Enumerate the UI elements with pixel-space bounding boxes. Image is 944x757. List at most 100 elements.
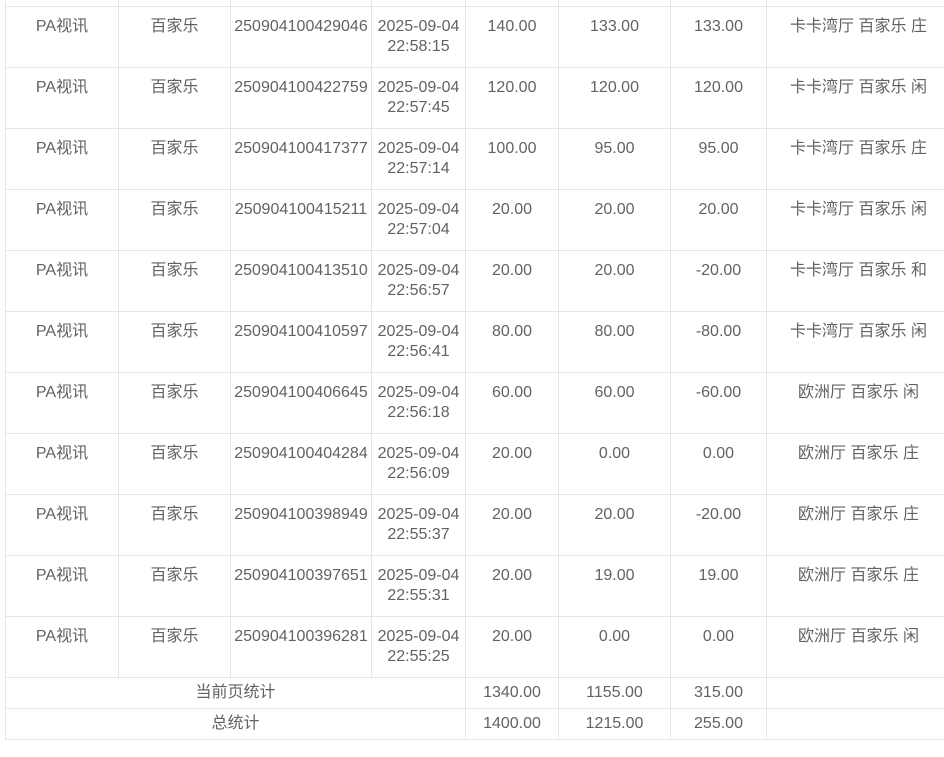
cell-platform: PA视讯 [5, 311, 119, 373]
cell-time: 2025-09-04 22:55:31 [371, 555, 466, 617]
total-summary-valid: 1215.00 [558, 708, 671, 740]
total-summary-empty [766, 708, 944, 740]
cell-time: 2025-09-04 22:57:14 [371, 128, 466, 190]
bet-records-table-container: PA视讯 百家乐 250904100429046 2025-09-04 22:58:1… [5, 0, 944, 740]
table-row: PA视讯 百家乐 250904100417377 2025-09-04 22:57:1… [5, 128, 944, 190]
cell-valid: 20.00 [558, 250, 671, 312]
bet-records-table: PA视讯 百家乐 250904100429046 2025-09-04 22:58:1… [5, 0, 944, 740]
cell-game: 百家乐 [118, 311, 231, 373]
table-row: PA视讯 百家乐 250904100397651 2025-09-04 22:55:3… [5, 555, 944, 617]
cell-bet: 20.00 [465, 189, 559, 251]
cell-valid: 20.00 [558, 494, 671, 556]
cell-platform: PA视讯 [5, 67, 119, 129]
cell-order: 250904100404284 [230, 433, 372, 495]
cell-win: 20.00 [670, 189, 767, 251]
cell-detail: 欧洲厅 百家乐 庄 [766, 494, 944, 556]
cell-platform: PA视讯 [5, 6, 119, 68]
cell-win: 133.00 [670, 6, 767, 68]
cell-valid: 95.00 [558, 128, 671, 190]
cell-detail: 欧洲厅 百家乐 庄 [766, 433, 944, 495]
cell-bet: 60.00 [465, 372, 559, 434]
cell-order: 250904100398949 [230, 494, 372, 556]
cell-order: 250904100406645 [230, 372, 372, 434]
page-summary-valid: 1155.00 [558, 677, 671, 709]
page-summary-label: 当前页统计 [5, 677, 466, 709]
cell-win: 120.00 [670, 67, 767, 129]
table-row: PA视讯 百家乐 250904100406645 2025-09-04 22:56:1… [5, 372, 944, 434]
cell-order: 250904100397651 [230, 555, 372, 617]
table-row: PA视讯 百家乐 250904100415211 2025-09-04 22:57:0… [5, 189, 944, 251]
cell-detail: 卡卡湾厅 百家乐 闲 [766, 67, 944, 129]
cell-bet: 120.00 [465, 67, 559, 129]
cell-win: -20.00 [670, 250, 767, 312]
cell-order: 250904100410597 [230, 311, 372, 373]
cell-win: -80.00 [670, 311, 767, 373]
table-row: PA视讯 百家乐 250904100396281 2025-09-04 22:55:2… [5, 616, 944, 678]
cell-valid: 120.00 [558, 67, 671, 129]
cell-bet: 20.00 [465, 616, 559, 678]
cell-game: 百家乐 [118, 616, 231, 678]
cell-platform: PA视讯 [5, 433, 119, 495]
cell-platform: PA视讯 [5, 494, 119, 556]
table-row: PA视讯 百家乐 250904100410597 2025-09-04 22:56:4… [5, 311, 944, 373]
cell-bet: 140.00 [465, 6, 559, 68]
cell-win: -60.00 [670, 372, 767, 434]
cell-game: 百家乐 [118, 67, 231, 129]
cell-detail: 卡卡湾厅 百家乐 闲 [766, 189, 944, 251]
cell-bet: 20.00 [465, 250, 559, 312]
cell-time: 2025-09-04 22:56:09 [371, 433, 466, 495]
table-row: PA视讯 百家乐 250904100404284 2025-09-04 22:56:0… [5, 433, 944, 495]
cell-game: 百家乐 [118, 372, 231, 434]
cell-order: 250904100422759 [230, 67, 372, 129]
cell-game: 百家乐 [118, 494, 231, 556]
cell-platform: PA视讯 [5, 616, 119, 678]
cell-platform: PA视讯 [5, 189, 119, 251]
cell-detail: 欧洲厅 百家乐 闲 [766, 616, 944, 678]
cell-bet: 20.00 [465, 433, 559, 495]
cell-bet: 100.00 [465, 128, 559, 190]
cell-bet: 20.00 [465, 555, 559, 617]
page-summary-row: 当前页统计 1340.00 1155.00 315.00 [5, 677, 944, 709]
table-row: PA视讯 百家乐 250904100429046 2025-09-04 22:58:1… [5, 6, 944, 68]
cell-valid: 133.00 [558, 6, 671, 68]
cell-order: 250904100396281 [230, 616, 372, 678]
table-row: PA视讯 百家乐 250904100422759 2025-09-04 22:57:4… [5, 67, 944, 129]
cell-valid: 19.00 [558, 555, 671, 617]
cell-detail: 卡卡湾厅 百家乐 闲 [766, 311, 944, 373]
page-summary-bet: 1340.00 [465, 677, 559, 709]
cell-time: 2025-09-04 22:57:04 [371, 189, 466, 251]
cell-detail: 欧洲厅 百家乐 闲 [766, 372, 944, 434]
cell-game: 百家乐 [118, 555, 231, 617]
cell-valid: 60.00 [558, 372, 671, 434]
cell-order: 250904100417377 [230, 128, 372, 190]
cell-valid: 0.00 [558, 433, 671, 495]
cell-time: 2025-09-04 22:58:15 [371, 6, 466, 68]
cell-order: 250904100429046 [230, 6, 372, 68]
cell-time: 2025-09-04 22:56:41 [371, 311, 466, 373]
cell-detail: 卡卡湾厅 百家乐 庄 [766, 6, 944, 68]
cell-time: 2025-09-04 22:55:37 [371, 494, 466, 556]
page-summary-win: 315.00 [670, 677, 767, 709]
cell-win: -20.00 [670, 494, 767, 556]
cell-game: 百家乐 [118, 189, 231, 251]
cell-valid: 80.00 [558, 311, 671, 373]
cell-win: 0.00 [670, 616, 767, 678]
total-summary-row: 总统计 1400.00 1215.00 255.00 [5, 708, 944, 740]
cell-detail: 欧洲厅 百家乐 庄 [766, 555, 944, 617]
cell-detail: 卡卡湾厅 百家乐 和 [766, 250, 944, 312]
cell-time: 2025-09-04 22:56:57 [371, 250, 466, 312]
cell-win: 0.00 [670, 433, 767, 495]
cell-time: 2025-09-04 22:55:25 [371, 616, 466, 678]
cell-order: 250904100415211 [230, 189, 372, 251]
table-row: PA视讯 百家乐 250904100398949 2025-09-04 22:55:3… [5, 494, 944, 556]
cell-valid: 20.00 [558, 189, 671, 251]
cell-platform: PA视讯 [5, 128, 119, 190]
cell-time: 2025-09-04 22:56:18 [371, 372, 466, 434]
cell-bet: 20.00 [465, 494, 559, 556]
cell-game: 百家乐 [118, 6, 231, 68]
cell-platform: PA视讯 [5, 250, 119, 312]
cell-time: 2025-09-04 22:57:45 [371, 67, 466, 129]
cell-valid: 0.00 [558, 616, 671, 678]
page-summary-empty [766, 677, 944, 709]
cell-bet: 80.00 [465, 311, 559, 373]
